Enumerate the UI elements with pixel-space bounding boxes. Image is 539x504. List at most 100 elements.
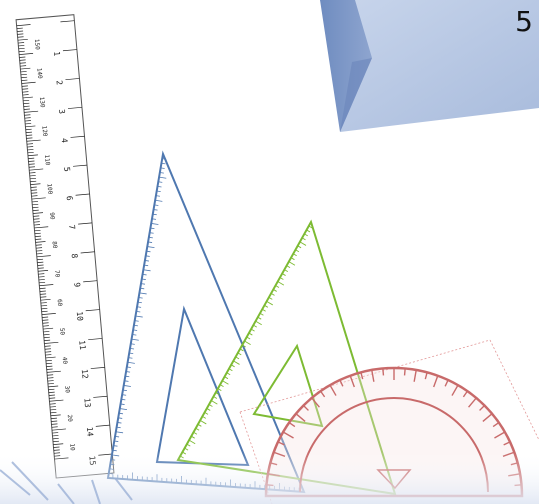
ruler-tick xyxy=(47,374,54,376)
ruler-tick xyxy=(22,88,29,90)
ruler-label: 70 xyxy=(53,270,61,278)
scale-tick xyxy=(308,225,313,229)
ruler-tick xyxy=(27,151,34,154)
scale-tick xyxy=(115,431,124,434)
scale-tick xyxy=(118,412,124,415)
scale-tick xyxy=(162,158,167,160)
scale-tick xyxy=(113,445,118,447)
ruler-label: 7 xyxy=(67,224,76,230)
scale-tick xyxy=(288,261,296,266)
scale-tick xyxy=(137,301,142,304)
protractor-tick xyxy=(424,372,428,380)
scale-tick xyxy=(239,348,244,352)
protractor-tick xyxy=(282,431,294,439)
scale-tick xyxy=(126,366,131,368)
ruler-tick xyxy=(33,215,40,217)
scale-tick xyxy=(159,172,164,174)
ruler-tick xyxy=(23,108,30,110)
ruler-tick xyxy=(16,24,31,27)
ruler-tick xyxy=(78,222,93,225)
scale-tick xyxy=(151,223,159,225)
ruler-tick xyxy=(52,437,59,440)
scale-tick xyxy=(130,343,135,345)
ruler-tick xyxy=(20,67,31,70)
scale-tick xyxy=(144,264,149,267)
ruler-tick xyxy=(35,244,42,246)
ruler-tick xyxy=(48,385,59,388)
ruler-label: 8 xyxy=(70,253,79,259)
ruler-label: 90 xyxy=(48,212,56,220)
ruler-tick xyxy=(26,143,33,145)
scale-tick xyxy=(199,419,207,425)
scale-tick xyxy=(161,162,166,165)
ruler-tick xyxy=(43,336,50,339)
scale-tick xyxy=(197,423,202,427)
ruler-label: 60 xyxy=(56,299,64,307)
ruler-tick xyxy=(41,307,48,310)
ruler-tick xyxy=(40,293,47,295)
protractor-tick xyxy=(468,397,477,408)
scale-tick xyxy=(206,408,211,411)
scale-tick xyxy=(184,447,189,451)
scale-tick xyxy=(138,297,143,299)
ruler-tick xyxy=(35,235,42,237)
scale-tick xyxy=(157,186,162,188)
ruler-tick xyxy=(33,221,40,223)
ruler-tick xyxy=(45,354,52,356)
ruler-tick xyxy=(47,377,54,379)
scale-tick xyxy=(155,195,160,197)
ruler-tick xyxy=(17,36,24,38)
scale-tick xyxy=(246,336,251,340)
scale-tick xyxy=(284,269,289,272)
ruler-label: 12 xyxy=(80,369,90,380)
set-square-blue-icon xyxy=(106,150,306,494)
protractor-tick xyxy=(339,379,344,387)
ruler-tick xyxy=(39,287,46,289)
scale-tick xyxy=(257,316,262,320)
protractor-tick xyxy=(433,375,439,388)
ruler-label: 6 xyxy=(65,195,74,201)
scale-tick xyxy=(253,324,257,328)
ruler-label: 9 xyxy=(72,282,81,288)
scale-tick xyxy=(141,278,146,280)
scale-tick xyxy=(137,306,142,308)
protractor-tick xyxy=(288,422,296,428)
ruler-tick xyxy=(52,440,60,443)
ruler-tick xyxy=(43,327,54,330)
protractor-tick xyxy=(503,441,511,446)
scale-tick xyxy=(114,440,119,442)
scale-tick xyxy=(143,269,151,272)
scale-tick xyxy=(160,167,165,169)
blue-box-icon xyxy=(320,0,539,132)
ruler-tick xyxy=(34,224,41,226)
ruler-tick xyxy=(31,192,38,194)
ruler-tick xyxy=(43,331,50,333)
slide-number: 5 xyxy=(515,5,533,38)
ruler-tick xyxy=(51,426,58,428)
scale-tick xyxy=(293,253,297,257)
scale-tick xyxy=(151,218,157,220)
scale-tick xyxy=(131,338,139,341)
ruler-tick xyxy=(44,348,51,350)
ruler-tick xyxy=(30,180,37,183)
ruler-tick xyxy=(70,135,85,138)
ruler-tick xyxy=(38,270,49,272)
protractor-tick xyxy=(311,397,320,408)
ruler-tick xyxy=(37,261,44,263)
ruler-tick xyxy=(49,397,56,399)
scale-tick xyxy=(237,352,242,356)
ruler-tick xyxy=(27,154,38,157)
scale-tick xyxy=(129,348,135,350)
ruler-tick xyxy=(18,50,25,53)
ruler-tick xyxy=(33,218,40,220)
ruler-label: 10 xyxy=(75,311,85,322)
scale-tick xyxy=(222,380,229,385)
ruler-tick xyxy=(34,226,49,229)
protractor-tick xyxy=(479,404,486,411)
ruler-icon: 1234567891011121314151501401301201101009… xyxy=(15,14,115,479)
ruler-label: 2 xyxy=(55,80,64,86)
ruler-tick xyxy=(41,310,48,313)
scale-tick xyxy=(226,372,231,376)
ruler-tick xyxy=(37,264,44,266)
ruler-tick xyxy=(23,99,30,102)
